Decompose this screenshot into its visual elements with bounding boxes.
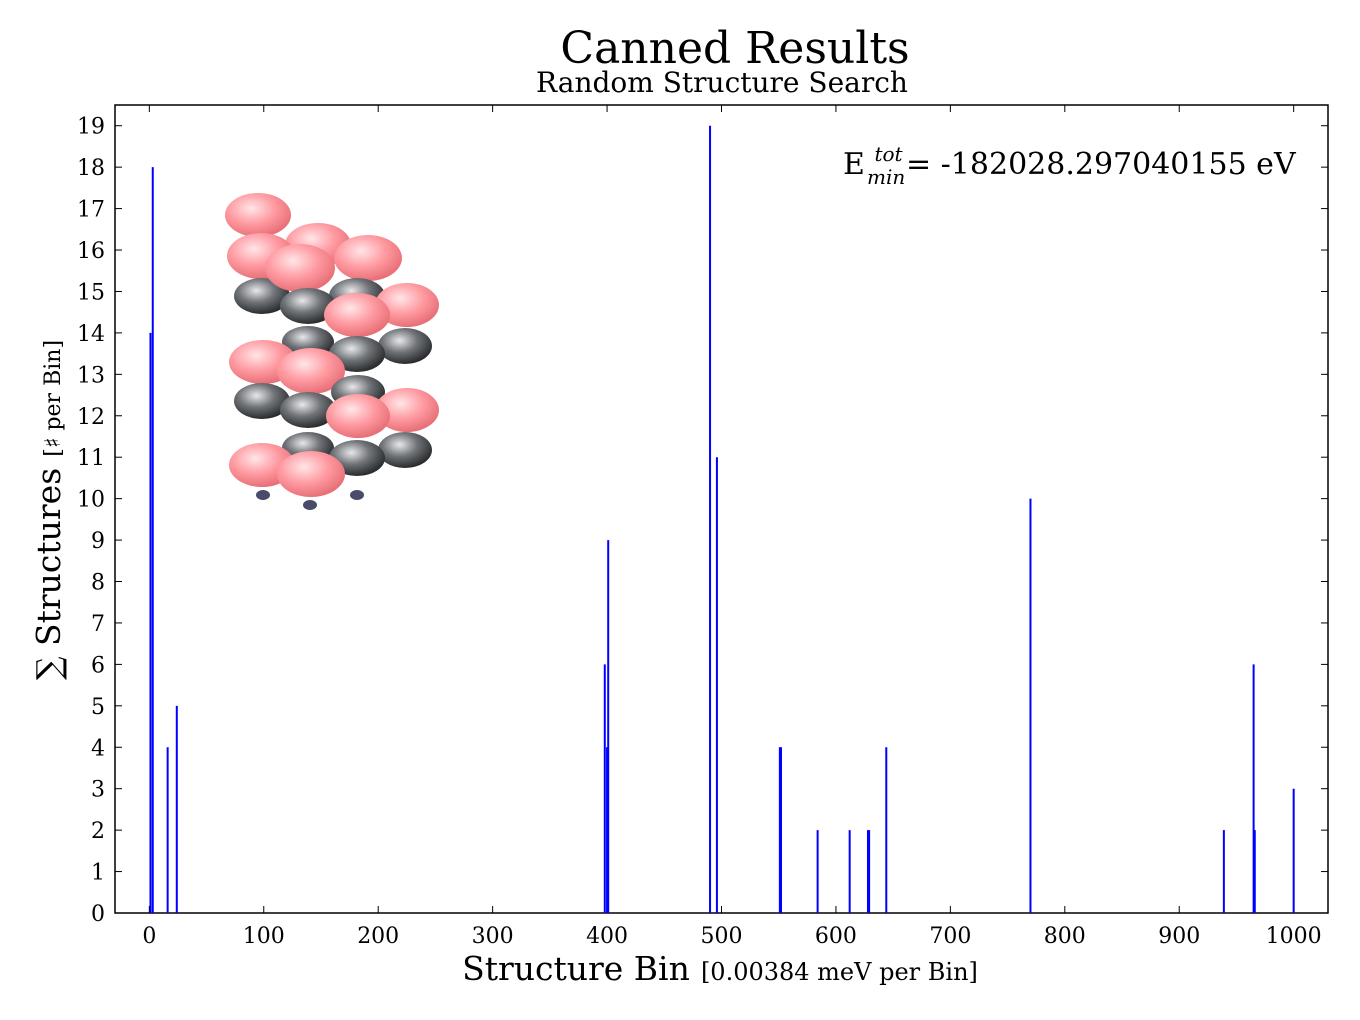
y-tick-label: 0 <box>91 902 105 927</box>
pink-atom <box>265 244 335 292</box>
energy-annotation: E tot min = -182028.297040155 eV <box>843 134 1297 192</box>
y-tick-label: 19 <box>77 115 105 140</box>
pink-atom <box>334 235 402 281</box>
pink-atom <box>277 451 345 497</box>
y-tick-label: 17 <box>77 198 105 223</box>
grey-atom <box>234 278 290 314</box>
y-tick-label: 1 <box>91 861 105 886</box>
energy-subscript: min <box>867 165 905 189</box>
base-atom <box>256 490 270 500</box>
chart-title: Canned Results <box>560 23 909 74</box>
base-atom <box>350 490 364 500</box>
y-tick-label: 11 <box>77 446 105 471</box>
x-tick-label: 1000 <box>1266 924 1322 949</box>
y-tick-label: 14 <box>77 322 105 347</box>
y-tick-label: 6 <box>91 653 105 678</box>
y-tick-label: 10 <box>77 488 105 513</box>
base-atom <box>303 500 317 510</box>
y-tick-label: 4 <box>91 736 105 761</box>
y-tick-label: 2 <box>91 819 105 844</box>
grey-atom <box>280 392 336 428</box>
y-tick-label: 8 <box>91 571 105 596</box>
grey-atom <box>234 383 290 419</box>
energy-superscript: tot <box>874 142 903 166</box>
y-axis-label: ∑ Structures [♯ per Bin] <box>29 340 68 680</box>
y-tick-label: 15 <box>77 280 105 305</box>
pink-atom <box>277 348 345 394</box>
plot-frame <box>114 104 1329 914</box>
grey-atom <box>280 288 336 324</box>
x-tick-label: 800 <box>1044 924 1086 949</box>
x-tick-label: 400 <box>586 924 628 949</box>
grey-atom <box>378 432 432 468</box>
x-tick-label: 300 <box>472 924 514 949</box>
y-axis-label-main: ∑ Structures <box>29 468 68 680</box>
energy-value: = -182028.297040155 eV <box>906 147 1297 182</box>
crystal-structure-image <box>225 193 439 510</box>
y-tick-label: 9 <box>91 529 105 554</box>
energy-symbol: E <box>843 147 865 182</box>
x-tick-label: 900 <box>1158 924 1200 949</box>
y-tick-label: 12 <box>77 405 105 430</box>
y-tick-label: 3 <box>91 778 105 803</box>
x-tick-label: 500 <box>701 924 743 949</box>
x-tick-label: 100 <box>243 924 285 949</box>
y-tick-label: 7 <box>91 612 105 637</box>
y-tick-label: 18 <box>77 156 105 181</box>
x-axis-label-main: Structure Bin <box>462 949 690 988</box>
x-tick-labels: 0 100 200 300 400 500 600 700 800 900 1000 <box>142 924 1321 949</box>
y-axis-label-unit: [♯ per Bin] <box>41 340 66 457</box>
y-tick-label: 16 <box>77 239 105 264</box>
grey-atom <box>378 328 432 364</box>
y-tick-label: 13 <box>77 363 105 388</box>
x-axis-label-unit: [0.00384 meV per Bin] <box>701 958 978 986</box>
pink-atom <box>375 388 439 432</box>
pink-atom <box>225 193 291 237</box>
x-tick-label: 0 <box>142 924 156 949</box>
grey-atom <box>329 336 385 372</box>
x-axis-label: Structure Bin [0.00384 meV per Bin] <box>462 949 978 988</box>
pink-atom <box>324 293 390 337</box>
x-tick-label: 700 <box>929 924 971 949</box>
x-tick-label: 600 <box>815 924 857 949</box>
pink-atom <box>375 283 439 327</box>
pink-atom <box>326 394 390 438</box>
chart-subtitle: Random Structure Search <box>536 66 908 99</box>
axis-ticks <box>115 105 1328 914</box>
x-tick-label: 200 <box>357 924 399 949</box>
y-tick-label: 5 <box>91 695 105 720</box>
bar-series <box>149 125 1295 913</box>
